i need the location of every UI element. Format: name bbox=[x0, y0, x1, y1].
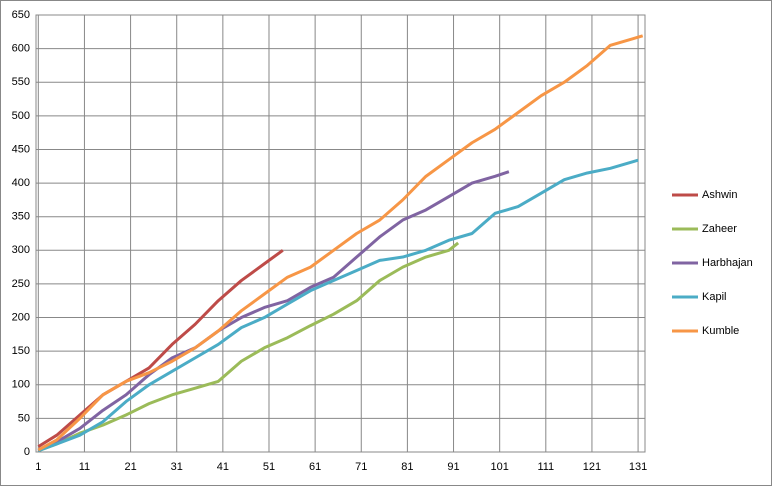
x-tick-label: 81 bbox=[401, 461, 413, 473]
y-tick-label: 100 bbox=[12, 379, 30, 391]
y-tick-label: 400 bbox=[12, 177, 30, 189]
y-tick-label: 500 bbox=[12, 110, 30, 122]
y-tick-label: 600 bbox=[12, 43, 30, 55]
y-tick-label: 150 bbox=[12, 345, 30, 357]
y-tick-label: 450 bbox=[12, 143, 30, 155]
y-tick-label: 300 bbox=[12, 244, 30, 256]
x-tick-label: 71 bbox=[355, 461, 367, 473]
x-tick-label: 11 bbox=[79, 461, 90, 473]
x-tick-label: 111 bbox=[537, 461, 554, 473]
legend-label: Kumble bbox=[702, 325, 739, 337]
x-tick-label: 21 bbox=[124, 461, 136, 473]
x-tick-label: 91 bbox=[447, 461, 459, 473]
plot-border bbox=[35, 14, 646, 453]
x-tick-label: 131 bbox=[629, 461, 647, 473]
series-line bbox=[37, 34, 644, 452]
y-tick-label: 250 bbox=[12, 278, 30, 290]
series-line bbox=[37, 241, 460, 453]
x-tick-label: 41 bbox=[217, 461, 229, 473]
series-line bbox=[37, 170, 510, 453]
legend-label: Harbhajan bbox=[702, 257, 753, 269]
series-line bbox=[37, 158, 639, 453]
x-tick-label: 61 bbox=[309, 461, 321, 473]
y-tick-label: 50 bbox=[18, 412, 30, 424]
x-tick-label: 101 bbox=[490, 461, 508, 473]
y-tick-label: 350 bbox=[12, 211, 30, 223]
y-tick-label: 650 bbox=[12, 9, 30, 21]
x-tick-label: 1 bbox=[35, 461, 41, 473]
y-tick-label: 550 bbox=[12, 76, 30, 88]
x-tick-label: 31 bbox=[171, 461, 183, 473]
x-tick-label: 121 bbox=[583, 461, 601, 473]
series-line bbox=[37, 249, 284, 448]
legend-label: Kapil bbox=[702, 291, 726, 303]
x-tick-label: 51 bbox=[263, 461, 275, 473]
legend-label: Zaheer bbox=[702, 223, 737, 235]
y-tick-label: 200 bbox=[12, 311, 30, 323]
y-tick-label: 0 bbox=[24, 446, 30, 458]
legend-label: Ashwin bbox=[702, 189, 737, 201]
